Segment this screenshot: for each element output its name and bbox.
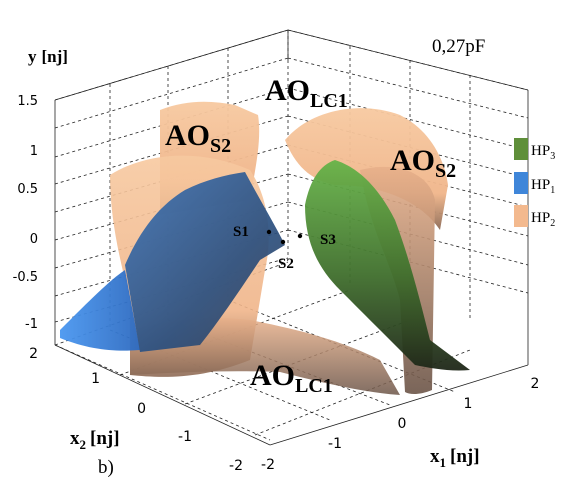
point-s1-label: S1 <box>233 224 249 240</box>
legend-item-hp2: HP2 <box>514 205 555 229</box>
legend-swatch-hp1 <box>514 172 528 194</box>
y-axis-ticks: 1.5 1 0.5 0 -0.5 -1 <box>13 94 38 332</box>
x2-axis-ticks: 2 1 0 -1 -2 <box>29 346 243 474</box>
y-axis-label: y [nj] <box>28 47 68 66</box>
x2-axis-label: x2 [nj] <box>70 428 120 452</box>
legend-label-hp3: HP3 <box>531 143 555 162</box>
y-tick: 1 <box>30 144 38 159</box>
capacitance-label: 0,27pF <box>432 36 485 57</box>
y-tick: 0 <box>30 232 38 247</box>
x1-tick: -1 <box>328 436 342 452</box>
legend-swatch-hp2 <box>514 205 528 227</box>
x2-tick: 2 <box>29 346 38 362</box>
y-tick: -1 <box>25 317 38 332</box>
x1-axis-ticks: -2 -1 0 1 2 <box>261 376 539 473</box>
x1-tick: 2 <box>531 376 540 392</box>
y-tick: 0.5 <box>17 182 38 197</box>
point-s2-marker <box>280 239 286 245</box>
legend-label-hp2: HP2 <box>531 210 555 229</box>
point-s1-marker <box>266 229 272 235</box>
x2-tick: -2 <box>229 458 243 474</box>
region-labels: AOLC1 AOS2 AOS2 AOLC1 <box>165 74 456 397</box>
y-tick: -0.5 <box>13 270 38 285</box>
panel-label: b) <box>98 457 114 477</box>
hp3-surface <box>305 160 470 371</box>
x1-axis-label: x1 [nj] <box>430 446 480 470</box>
region-ao-lc1-bottom: AOLC1 <box>250 359 333 397</box>
x2-tick: -1 <box>178 429 192 445</box>
point-s3-label: S3 <box>320 232 336 248</box>
legend-label-hp1: HP1 <box>531 177 555 196</box>
x1-tick: 1 <box>464 396 473 412</box>
legend-swatch-hp3 <box>514 138 528 160</box>
hp1-surface <box>60 172 285 352</box>
x2-tick: 0 <box>137 401 146 417</box>
region-ao-s2-right: AOS2 <box>390 144 456 182</box>
legend: HP3 HP1 HP2 <box>514 138 555 229</box>
region-ao-s2-left: AOS2 <box>165 119 231 157</box>
y-tick: 1.5 <box>17 94 38 109</box>
point-s3-marker <box>297 233 303 239</box>
legend-item-hp1: HP1 <box>514 172 555 196</box>
point-s2-label: S2 <box>278 256 294 272</box>
x2-tick: 1 <box>91 371 100 387</box>
x1-tick: -2 <box>261 457 275 473</box>
equilibrium-points: S1 S2 S3 <box>233 224 336 272</box>
x1-tick: 0 <box>398 416 407 432</box>
legend-item-hp3: HP3 <box>514 138 555 162</box>
region-ao-lc1-top: AOLC1 <box>265 74 348 112</box>
